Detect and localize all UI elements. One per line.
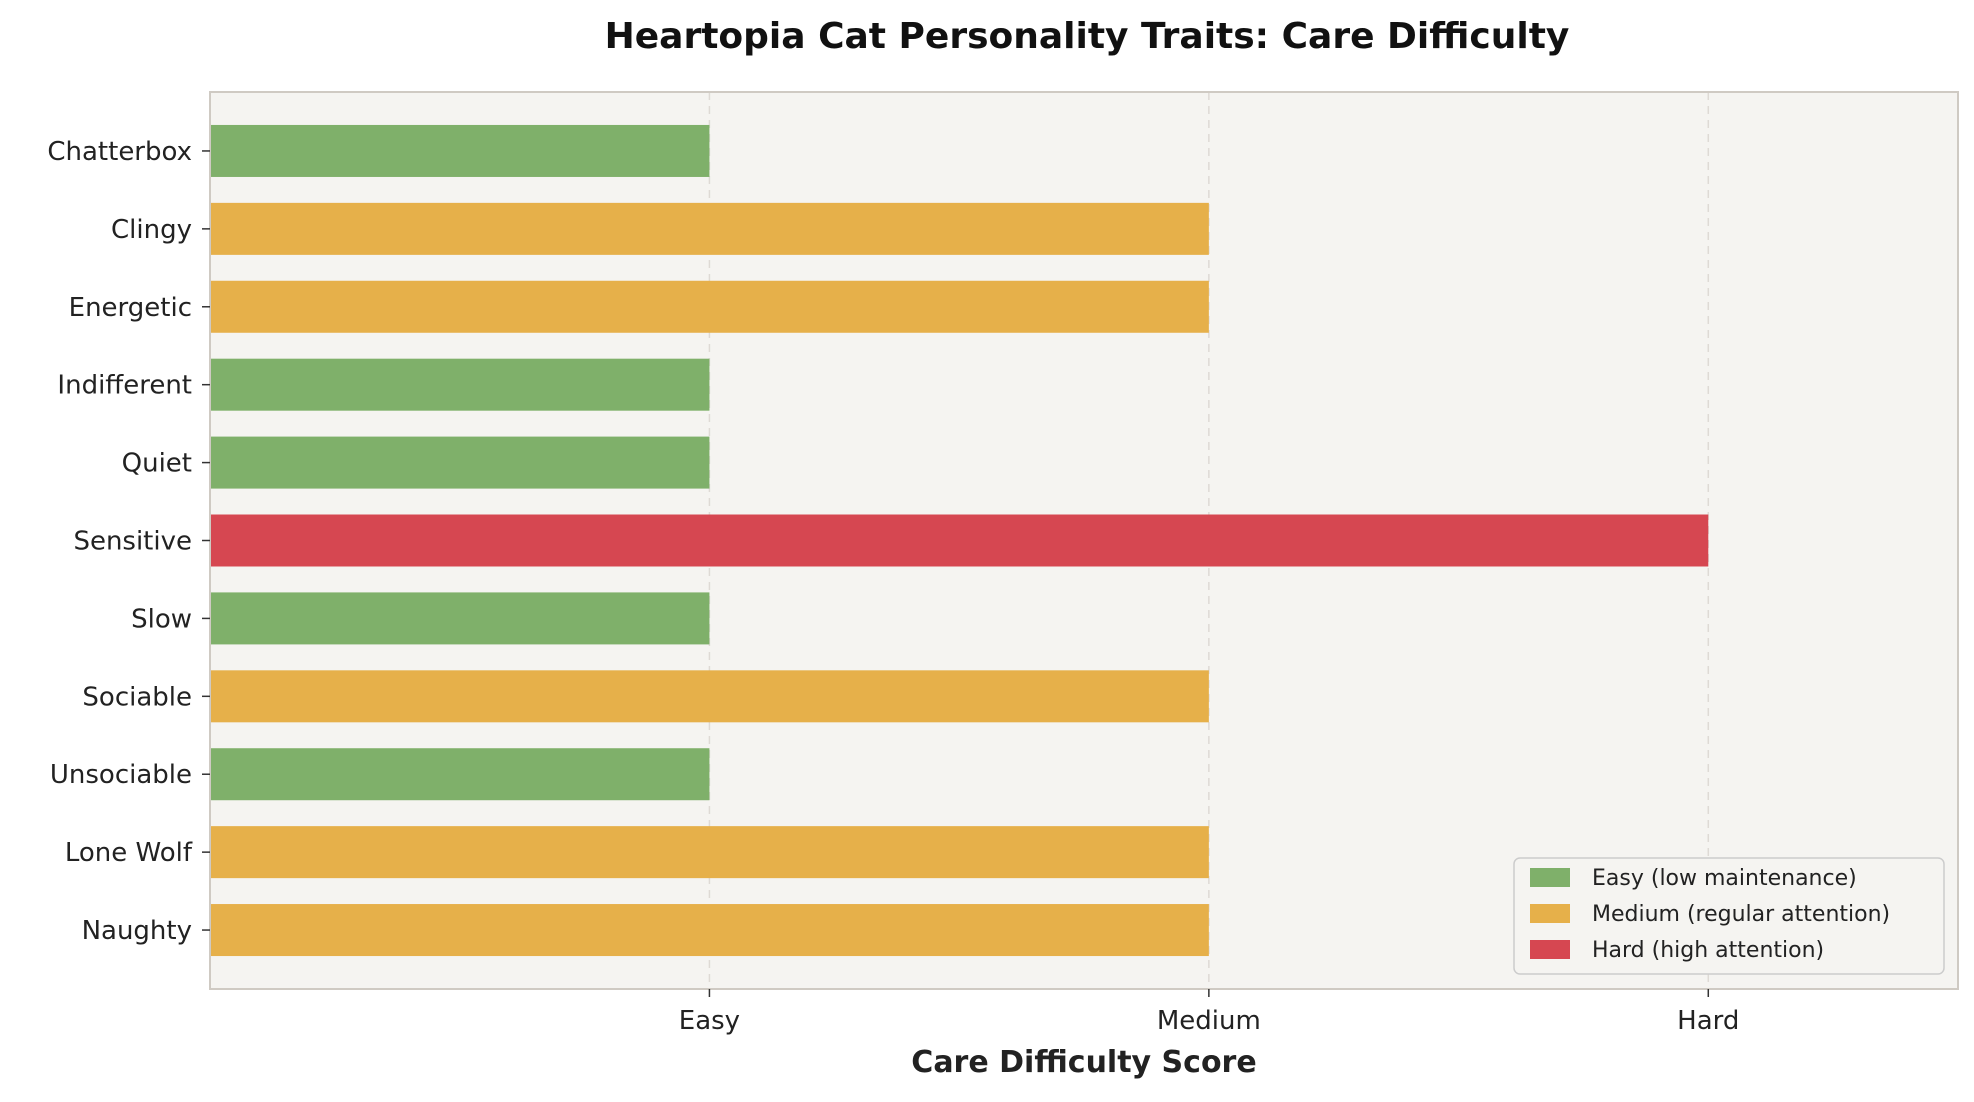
y-tick-label: Sensitive (73, 527, 192, 557)
legend-label: Hard (high attention) (1592, 938, 1824, 963)
y-tick-label: Lone Wolf (65, 838, 193, 868)
y-tick-label: Energetic (69, 293, 192, 323)
legend-swatch-medium (1530, 904, 1570, 923)
bar-clingy (210, 202, 1209, 255)
x-tick-label: Medium (1157, 1006, 1261, 1036)
y-tick-label: Quiet (122, 449, 192, 479)
x-axis-label: Care Difficulty Score (911, 1045, 1256, 1080)
bar-sociable (210, 670, 1209, 723)
y-tick-label: Unsociable (50, 760, 192, 790)
legend: Easy (low maintenance) Medium (regular at… (1513, 857, 1945, 975)
bar-unsociable (210, 748, 710, 801)
y-axis-ticks: Chatterbox Clingy Energetic Indifferent Quie… (47, 137, 210, 946)
y-tick-label: Indifferent (57, 371, 192, 401)
legend-label: Medium (regular attention) (1592, 902, 1890, 927)
x-axis-ticks: Easy Medium Hard (679, 989, 1739, 1036)
y-tick-label: Clingy (111, 215, 192, 245)
y-tick-label: Sociable (82, 682, 192, 712)
y-tick-label: Naughty (82, 916, 192, 946)
bar-chatterbox (210, 124, 710, 177)
bar-quiet (210, 436, 710, 489)
legend-label: Easy (low maintenance) (1592, 866, 1857, 891)
legend-frame (1513, 857, 1945, 975)
y-tick-label: Slow (131, 604, 192, 634)
legend-swatch-easy (1530, 868, 1570, 887)
x-tick-label: Easy (679, 1006, 740, 1036)
bar-lone-wolf (210, 826, 1209, 879)
bar-energetic (210, 280, 1209, 333)
x-tick-label: Hard (1677, 1006, 1739, 1036)
bar-naughty (210, 904, 1209, 957)
y-tick-label: Chatterbox (47, 137, 192, 167)
bars (210, 124, 1709, 957)
legend-swatch-hard (1530, 940, 1570, 959)
chart-title: Heartopia Cat Personality Traits: Care D… (605, 16, 1570, 57)
bar-sensitive (210, 514, 1709, 567)
bar-indifferent (210, 358, 710, 411)
bar-slow (210, 592, 710, 645)
